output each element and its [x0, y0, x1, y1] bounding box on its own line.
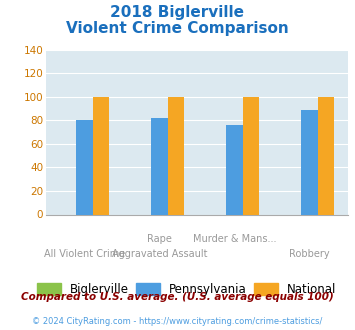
Bar — [318, 97, 334, 214]
Bar — [226, 125, 243, 214]
Bar — [243, 97, 259, 214]
Bar — [301, 110, 318, 214]
Legend: Biglerville, Pennsylvania, National: Biglerville, Pennsylvania, National — [37, 283, 337, 296]
Text: Compared to U.S. average. (U.S. average equals 100): Compared to U.S. average. (U.S. average … — [21, 292, 334, 302]
Bar — [151, 118, 168, 214]
Bar — [93, 97, 109, 214]
Text: Violent Crime Comparison: Violent Crime Comparison — [66, 21, 289, 36]
Bar — [76, 120, 93, 214]
Bar — [168, 97, 184, 214]
Text: © 2024 CityRating.com - https://www.cityrating.com/crime-statistics/: © 2024 CityRating.com - https://www.city… — [32, 317, 323, 326]
Text: 2018 Biglerville: 2018 Biglerville — [110, 5, 245, 20]
Text: Murder & Mans...: Murder & Mans... — [193, 234, 276, 244]
Text: Rape: Rape — [147, 234, 172, 244]
Text: All Violent Crime: All Violent Crime — [44, 249, 125, 259]
Text: Aggravated Assault: Aggravated Assault — [112, 249, 207, 259]
Text: Robbery: Robbery — [289, 249, 330, 259]
